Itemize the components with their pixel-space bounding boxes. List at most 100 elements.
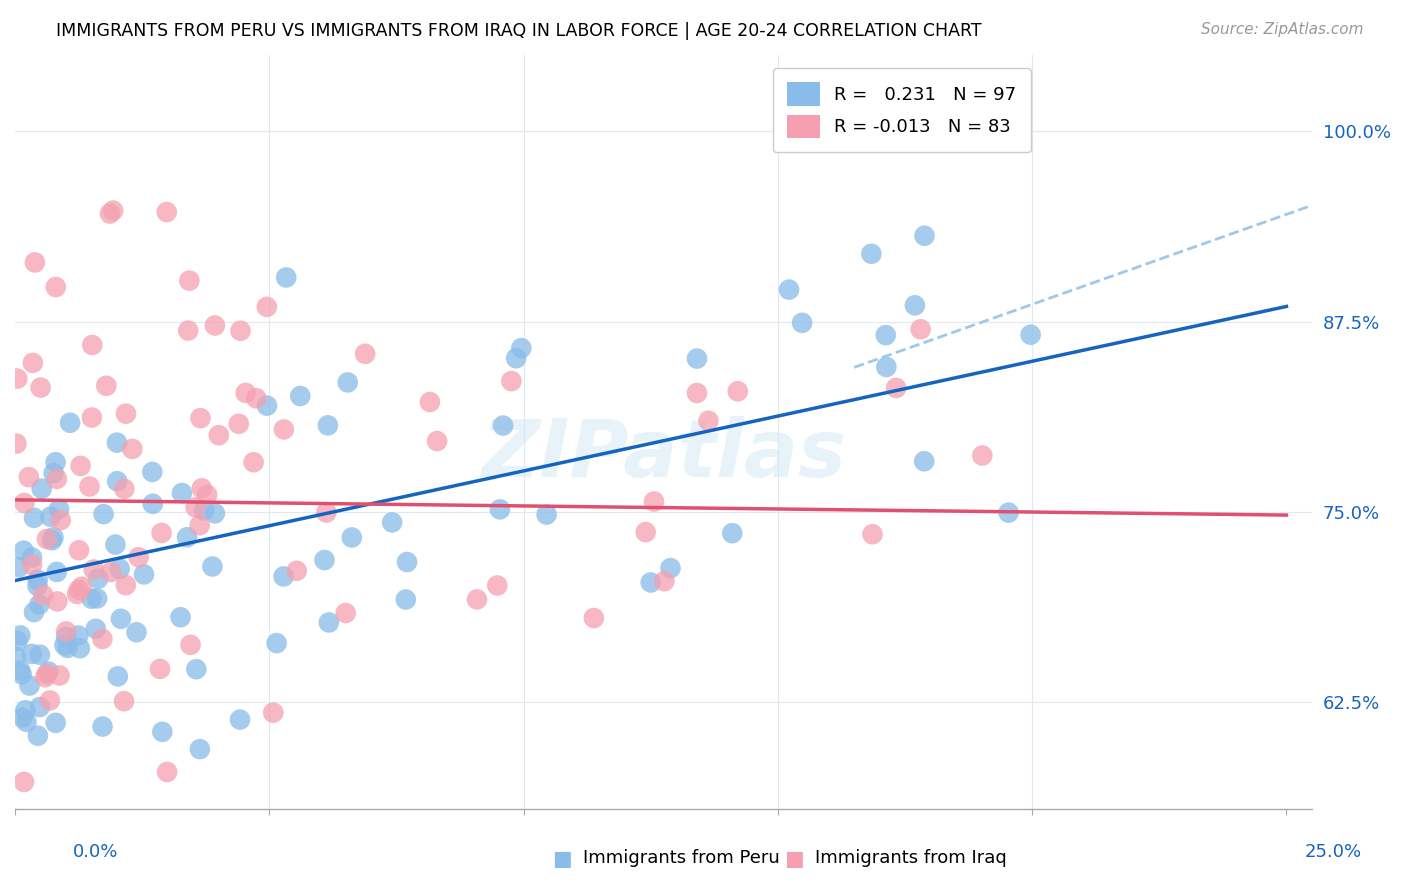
Point: [18, 679, 41, 693]
Point: [66, 587, 89, 601]
Point: [643, 494, 665, 508]
Point: [55, 630, 77, 644]
Point: [10, 667, 32, 681]
Point: [27, 729, 49, 743]
Point: [875, 328, 897, 343]
Point: [654, 574, 676, 589]
Point: [486, 578, 509, 592]
Point: [229, 713, 252, 727]
Point: [150, 724, 173, 739]
Point: [141, 465, 163, 479]
Point: [354, 347, 377, 361]
Point: [31, 482, 53, 496]
Point: [235, 385, 257, 400]
Point: [395, 555, 418, 569]
Point: [169, 610, 191, 624]
Point: [21, 550, 44, 565]
Point: [11, 711, 34, 725]
Point: [114, 578, 136, 592]
Point: [904, 298, 927, 312]
Point: [505, 351, 527, 366]
Point: [14, 703, 37, 717]
Point: [150, 525, 173, 540]
Point: [186, 662, 208, 676]
Point: [156, 205, 179, 219]
Text: ZIPatlas: ZIPatlas: [481, 416, 846, 493]
Point: [104, 537, 127, 551]
Point: [195, 488, 218, 502]
Point: [290, 389, 312, 403]
Point: [56, 640, 79, 655]
Point: [318, 615, 340, 630]
Point: [492, 418, 515, 433]
Point: [790, 316, 813, 330]
Point: [536, 508, 558, 522]
Point: [69, 458, 91, 473]
Point: [35, 532, 58, 546]
Point: [156, 764, 179, 779]
Point: [70, 580, 93, 594]
Point: [27, 579, 49, 593]
Point: [34, 670, 56, 684]
Point: [35, 667, 58, 681]
Point: [55, 624, 77, 639]
Point: [39, 509, 62, 524]
Point: [105, 435, 128, 450]
Point: [176, 530, 198, 544]
Point: [53, 638, 76, 652]
Point: [256, 399, 278, 413]
Point: [45, 455, 67, 469]
Text: ■: ■: [553, 849, 572, 869]
Point: [201, 559, 224, 574]
Point: [42, 466, 65, 480]
Point: [100, 565, 122, 579]
Point: [83, 562, 105, 576]
Point: [15, 714, 38, 729]
Point: [180, 638, 202, 652]
Point: [37, 665, 59, 679]
Point: [6, 634, 28, 648]
Point: [17, 470, 39, 484]
Point: [28, 700, 51, 714]
Point: [22, 605, 45, 619]
Point: [208, 428, 231, 442]
Point: [142, 497, 165, 511]
Point: [686, 351, 709, 366]
Point: [510, 341, 533, 355]
Point: [307, 886, 329, 892]
Point: [86, 591, 108, 606]
Point: [697, 414, 720, 428]
Point: [105, 475, 128, 489]
Point: [125, 625, 148, 640]
Point: [48, 502, 70, 516]
Text: IMMIGRANTS FROM PERU VS IMMIGRANTS FROM IRAQ IN LABOR FORCE | AGE 20-24 CORRELAT: IMMIGRANTS FROM PERU VS IMMIGRANTS FROM …: [56, 22, 981, 40]
Point: [314, 553, 336, 567]
Point: [884, 381, 907, 395]
Point: [46, 594, 69, 608]
Point: [7, 560, 30, 574]
Point: [273, 422, 295, 436]
Point: [914, 228, 936, 243]
Point: [972, 449, 994, 463]
Point: [91, 632, 114, 646]
Point: [32, 588, 55, 602]
Point: [21, 647, 44, 661]
Point: [188, 518, 211, 533]
Point: [6, 371, 28, 385]
Point: [910, 322, 932, 336]
Text: ■: ■: [785, 849, 804, 869]
Point: [96, 378, 118, 392]
Point: [659, 561, 682, 575]
Point: [721, 526, 744, 541]
Point: [45, 565, 67, 579]
Text: 25.0%: 25.0%: [1305, 843, 1361, 861]
Point: [1019, 327, 1042, 342]
Point: [193, 503, 215, 517]
Point: [912, 454, 935, 468]
Point: [204, 507, 226, 521]
Point: [28, 598, 51, 612]
Point: [997, 506, 1019, 520]
Point: [80, 591, 103, 606]
Point: [273, 569, 295, 583]
Point: [184, 500, 207, 515]
